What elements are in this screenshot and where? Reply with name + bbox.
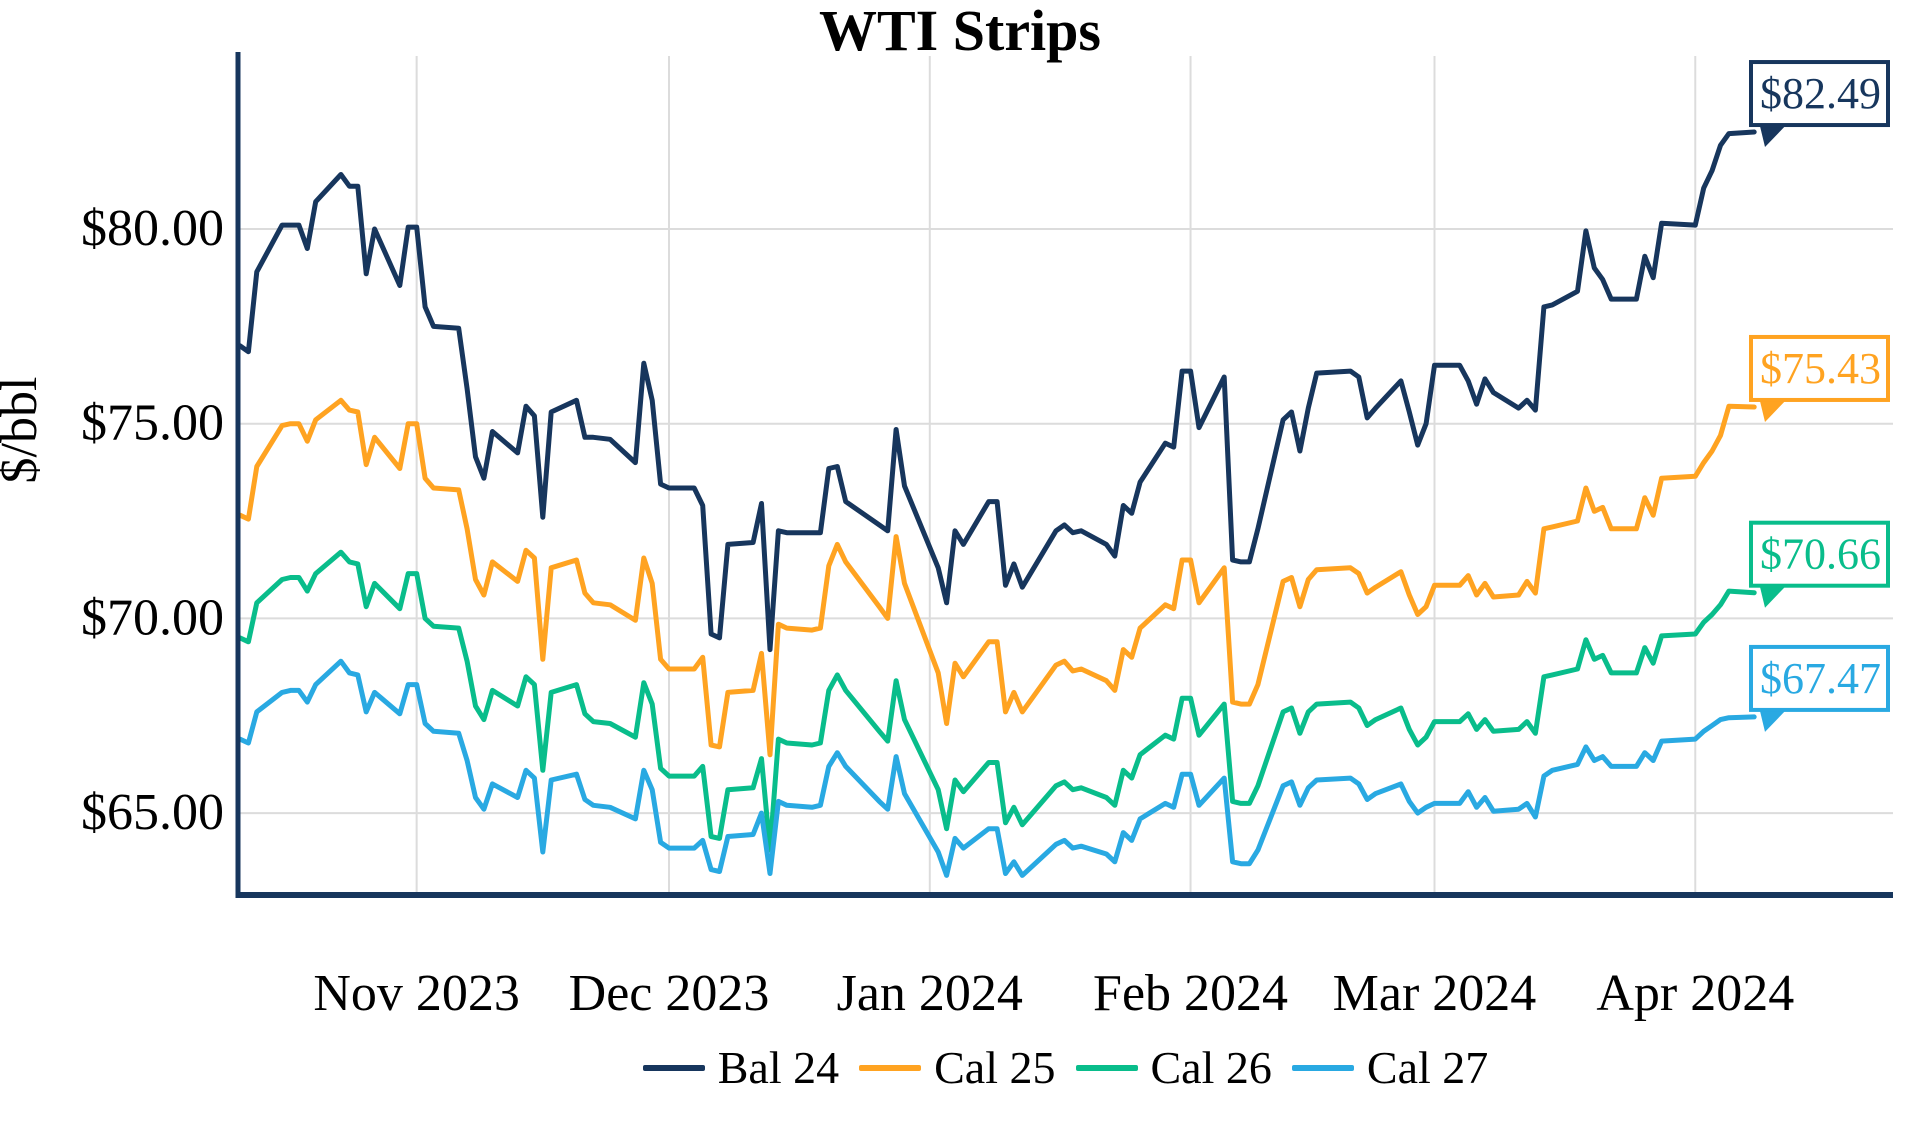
y-tick-label-65: $65.00 xyxy=(81,784,224,841)
y-tick-label-80: $80.00 xyxy=(81,200,224,257)
x-tick-label-jan-2024: Jan 2024 xyxy=(837,965,1023,1022)
end-label-cal-26: $70.66 xyxy=(1749,520,1890,608)
legend-label-cal-27: Cal 27 xyxy=(1366,1042,1489,1093)
end-label-cal-27: $67.47 xyxy=(1749,644,1890,732)
legend-swatch-cal-26 xyxy=(1075,1065,1138,1071)
end-label-value-cal-27: $67.47 xyxy=(1760,654,1881,703)
legend-swatch-cal-25 xyxy=(859,1065,922,1071)
y-tick-label-75: $75.00 xyxy=(81,395,224,452)
series-line-cal-25 xyxy=(237,397,1757,758)
end-label-pointer-bal-24 xyxy=(1759,122,1789,148)
end-label-value-bal-24: $82.49 xyxy=(1760,69,1881,118)
series-lines xyxy=(237,129,1757,878)
chart-legend: Bal 24 Cal 25 Cal 26 Cal 27 xyxy=(238,1038,1893,1098)
x-tick-labels: Nov 2023 Dec 2023 Jan 2024 Feb 2024 Mar 2024… xyxy=(313,965,1794,1022)
legend-swatch-cal-27 xyxy=(1291,1065,1354,1071)
legend-item-bal-24: Bal 24 xyxy=(642,1042,840,1093)
y-tick-labels: $80.00 $75.00 $70.00 $65.00 xyxy=(81,200,224,841)
x-tick-label-dec-2023: Dec 2023 xyxy=(569,965,770,1022)
chart-title: WTI Strips xyxy=(819,0,1101,63)
legend-item-cal-26: Cal 26 xyxy=(1075,1042,1272,1093)
end-label-value-cal-26: $70.66 xyxy=(1760,530,1881,579)
end-label-bal-24: $82.49 xyxy=(1749,60,1890,148)
legend-item-cal-27: Cal 27 xyxy=(1291,1042,1489,1093)
end-label-pointer-cal-26 xyxy=(1759,582,1789,608)
axis-spines xyxy=(235,52,1893,898)
x-tick-label-nov-2023: Nov 2023 xyxy=(313,965,520,1022)
series-end-labels: $82.49 $75.43 $70.66 $67.47 xyxy=(1749,60,1890,732)
gridlines xyxy=(238,56,1893,893)
x-tick-label-feb-2024: Feb 2024 xyxy=(1093,965,1288,1022)
legend-label-bal-24: Bal 24 xyxy=(717,1042,840,1093)
end-label-box-cal-26 xyxy=(1749,520,1890,588)
series-line-cal-26 xyxy=(237,549,1757,853)
series-line-cal-27 xyxy=(237,658,1757,878)
series-line-bal-24 xyxy=(237,129,1757,653)
y-tick-label-70: $70.00 xyxy=(81,589,224,646)
legend-label-cal-26: Cal 26 xyxy=(1150,1042,1272,1093)
x-tick-label-apr-2024: Apr 2024 xyxy=(1596,965,1794,1022)
end-label-box-cal-27 xyxy=(1749,644,1890,712)
legend-swatch-bal-24 xyxy=(642,1065,705,1071)
y-axis-label: $/bbl xyxy=(0,377,48,484)
legend-label-cal-25: Cal 25 xyxy=(934,1042,1056,1093)
end-label-cal-25: $75.43 xyxy=(1749,334,1890,422)
end-label-box-bal-24 xyxy=(1749,60,1890,128)
end-label-box-cal-25 xyxy=(1749,334,1890,402)
x-tick-label-mar-2024: Mar 2024 xyxy=(1333,965,1537,1022)
end-label-pointer-cal-25 xyxy=(1759,396,1789,422)
legend-item-cal-25: Cal 25 xyxy=(859,1042,1056,1093)
end-label-pointer-cal-27 xyxy=(1759,706,1789,732)
end-label-value-cal-25: $75.43 xyxy=(1760,344,1881,393)
